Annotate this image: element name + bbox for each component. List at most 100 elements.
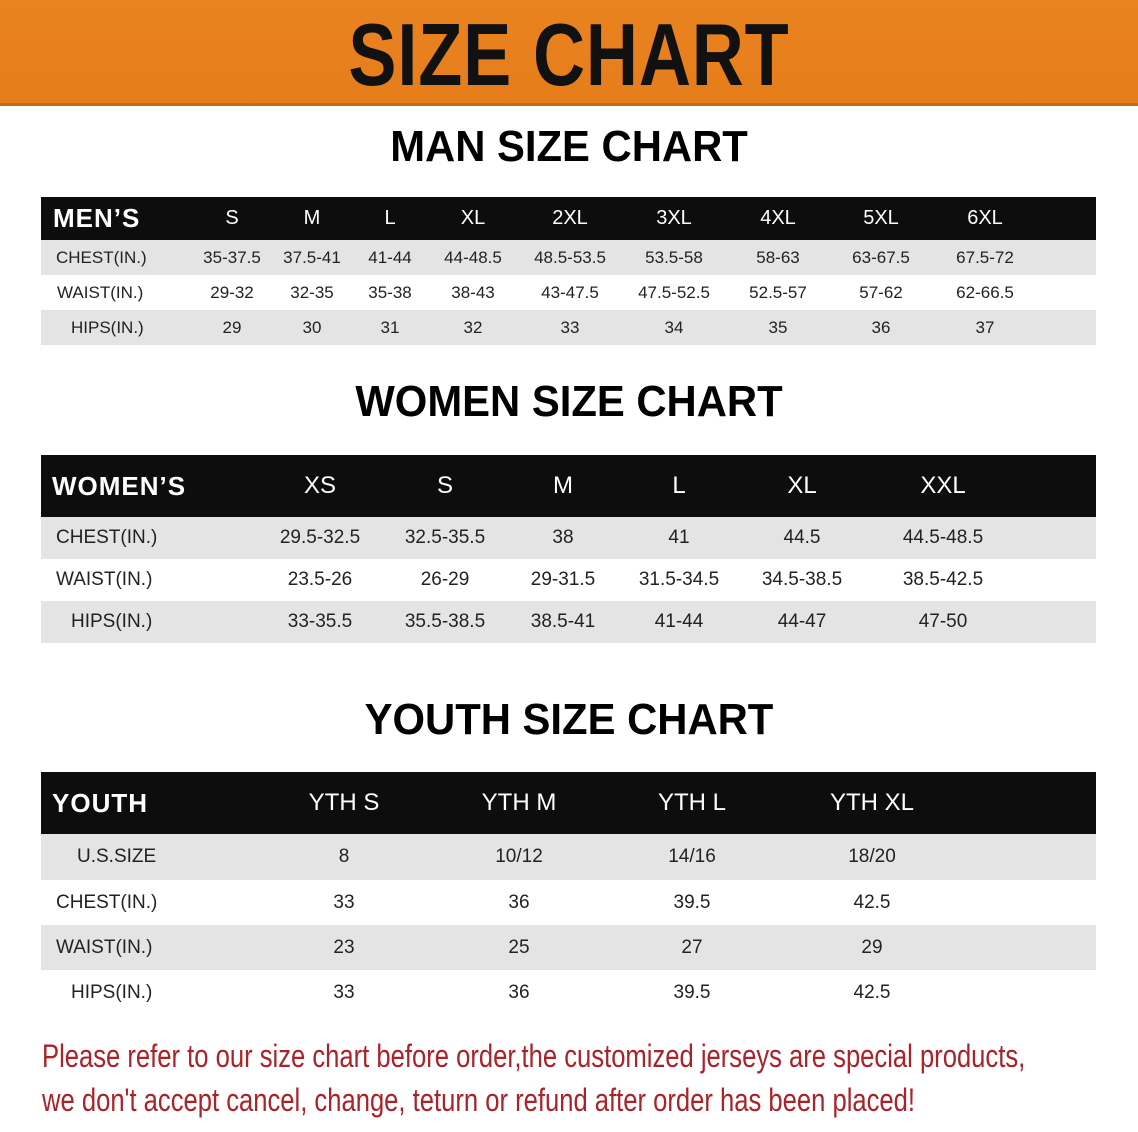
measurement-value: 37: [975, 317, 995, 337]
measurement-value: 33: [560, 317, 580, 337]
measurement-value: 30: [302, 317, 322, 337]
men-size-table: MEN’S S M L XL 2XL 3XL 4XL 5XL 6XL CHEST(IN.) 35-37…: [41, 197, 1096, 345]
category-label: YOUTH: [52, 787, 148, 818]
measurement-value: 32.5-35.5: [404, 527, 486, 548]
size-header: 2XL: [552, 207, 588, 229]
measurement-label: CHEST(IN.): [56, 247, 147, 267]
measurement-value: 39.5: [673, 891, 711, 913]
measurement-value: 36: [871, 317, 891, 337]
measurement-value: 29.5-32.5: [279, 527, 361, 548]
measurement-value: 53.5-58: [645, 247, 703, 267]
table-row: HIPS(IN.) 29 30 31 32 33 34 35 36 37: [41, 310, 1096, 345]
measurement-value: 41-44: [654, 611, 704, 632]
women-section-title: WOMEN SIZE CHART: [355, 377, 783, 426]
measurement-value: 34.5-38.5: [761, 569, 843, 590]
measurement-label: HIPS(IN.): [71, 981, 153, 1003]
size-header: 6XL: [967, 207, 1003, 229]
measurement-value: 29: [861, 936, 883, 958]
measurement-value: 29-31.5: [530, 569, 596, 590]
measurement-value: 47-50: [918, 611, 968, 632]
size-header: L: [384, 207, 396, 229]
women-size-table: WOMEN’S XS S M L XL XXL CHEST(IN.) 29.5-32.5 32.5…: [41, 455, 1096, 643]
size-header: YTH S: [308, 789, 380, 816]
category-label: MEN’S: [53, 203, 141, 233]
notice-line-2: we don't accept cancel, change, teturn o…: [42, 1082, 915, 1118]
measurement-value: 33: [333, 891, 355, 913]
measurement-value: 35-37.5: [203, 247, 261, 267]
measurement-value: 14/16: [668, 846, 716, 867]
header-row: MEN’S S M L XL 2XL 3XL 4XL 5XL 6XL: [41, 197, 1096, 240]
measurement-value: 44-48.5: [444, 247, 502, 267]
measurement-value: 41: [668, 527, 690, 548]
measurement-value: 41-44: [368, 247, 412, 267]
measurement-value: 67.5-72: [956, 247, 1014, 267]
measurement-value: 52.5-57: [749, 282, 807, 302]
measurement-value: 31: [380, 317, 400, 337]
measurement-label: WAIST(IN.): [56, 936, 153, 958]
measurement-value: 47.5-52.5: [638, 282, 710, 302]
measurement-value: 26-29: [420, 569, 470, 590]
size-header: S: [225, 207, 239, 229]
measurement-value: 44.5: [783, 527, 821, 548]
measurement-value: 23: [333, 936, 355, 958]
measurement-value: 27: [681, 936, 703, 958]
table-row: HIPS(IN.) 33 36 39.5 42.5: [41, 970, 1096, 1015]
measurement-value: 32-35: [290, 282, 334, 302]
measurement-value: 42.5: [853, 891, 891, 913]
measurement-value: 37.5-41: [283, 247, 341, 267]
measurement-value: 63-67.5: [852, 247, 910, 267]
size-header: XXL: [920, 472, 966, 499]
size-header: M: [553, 472, 573, 499]
measurement-value: 23.5-26: [287, 569, 353, 590]
measurement-value: 35-38: [368, 282, 412, 302]
measurement-value: 44-47: [777, 611, 827, 632]
measurement-value: 57-62: [859, 282, 903, 302]
measurement-value: 36: [508, 891, 530, 913]
measurement-value: 35.5-38.5: [404, 611, 486, 632]
table-row: CHEST(IN.) 35-37.5 37.5-41 41-44 44-48.5 48.5…: [41, 240, 1096, 275]
measurement-value: 38: [552, 527, 574, 548]
table-row: HIPS(IN.) 33-35.5 35.5-38.5 38.5-41 41-44 44-…: [41, 601, 1096, 643]
measurement-value: 34: [664, 317, 684, 337]
table-row: WAIST(IN.) 23.5-26 26-29 29-31.5 31.5-34.5 34…: [41, 559, 1096, 601]
measurement-value: 39.5: [673, 981, 711, 1003]
measurement-value: 10/12: [495, 846, 543, 867]
size-header: S: [436, 472, 454, 499]
measurement-value: 18/20: [848, 846, 896, 867]
measurement-label: WAIST(IN.): [56, 569, 153, 590]
measurement-label: HIPS(IN.): [71, 317, 144, 337]
size-header: XL: [460, 207, 486, 229]
measurement-value: 29-32: [210, 282, 254, 302]
measurement-label: CHEST(IN.): [56, 891, 158, 913]
measurement-value: 33: [333, 981, 355, 1003]
size-header: YTH L: [657, 789, 727, 816]
size-header: L: [672, 472, 686, 499]
measurement-value: 43-47.5: [541, 282, 599, 302]
men-section-title: MAN SIZE CHART: [390, 122, 748, 171]
table-row: CHEST(IN.) 29.5-32.5 32.5-35.5 38 41 44.5 44.5…: [41, 517, 1096, 559]
measurement-label: HIPS(IN.): [71, 611, 153, 632]
measurement-value: 29: [222, 317, 242, 337]
measurement-label: WAIST(IN.): [57, 282, 144, 302]
category-label: WOMEN’S: [52, 470, 187, 501]
youth-size-table: YOUTH YTH S YTH M YTH L YTH XL U.S.SIZE 8 10/12…: [41, 772, 1096, 1015]
measurement-value: 25: [508, 936, 530, 958]
measurement-value: 62-66.5: [956, 282, 1014, 302]
size-header: 5XL: [863, 207, 899, 229]
measurement-value: 8: [338, 846, 350, 867]
youth-section-title: YOUTH SIZE CHART: [364, 695, 774, 744]
measurement-label: U.S.SIZE: [77, 846, 157, 867]
table-row: U.S.SIZE 8 10/12 14/16 18/20: [41, 834, 1096, 880]
size-header: XS: [303, 472, 337, 499]
banner-title: SIZE CHART: [348, 5, 790, 104]
measurement-value: 33-35.5: [287, 611, 353, 632]
header-row: WOMEN’S XS S M L XL XXL: [41, 455, 1096, 517]
size-header: XL: [787, 472, 817, 499]
size-header: 3XL: [656, 207, 692, 229]
size-header: YTH XL: [829, 789, 915, 816]
measurement-value: 36: [508, 981, 530, 1003]
measurement-value: 38.5-41: [530, 611, 596, 632]
measurement-value: 58-63: [756, 247, 800, 267]
measurement-value: 42.5: [853, 981, 891, 1003]
measurement-value: 48.5-53.5: [534, 247, 606, 267]
